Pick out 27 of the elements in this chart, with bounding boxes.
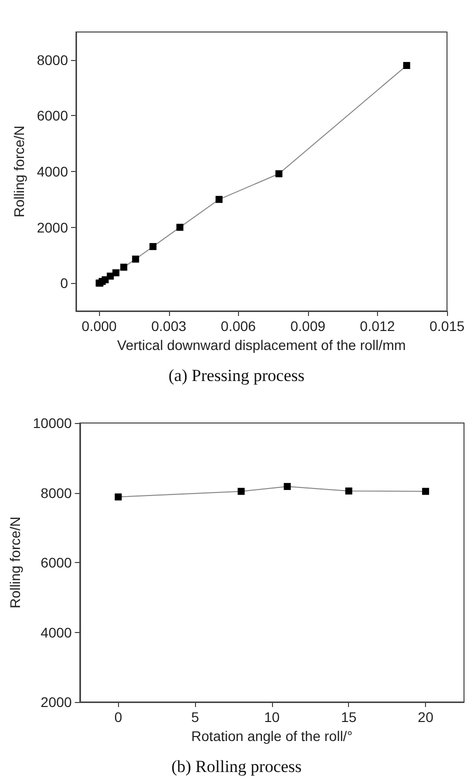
y-tick-label: 0 <box>60 275 68 292</box>
x-tick-label: 10 <box>264 709 280 725</box>
y-tick-label: 2000 <box>36 219 68 236</box>
x-tick-label: 0.009 <box>290 318 326 334</box>
x-tick-label: 0.015 <box>429 318 465 334</box>
y-tick-label: 8000 <box>36 52 68 68</box>
y-tick-label: 4000 <box>40 624 72 640</box>
y-tick-label: 6000 <box>40 554 72 570</box>
x-tick-label: 15 <box>340 709 357 725</box>
y-tick-label: 4000 <box>36 164 68 180</box>
y-tick-label: 6000 <box>36 108 68 124</box>
x-tick-label: 0.000 <box>82 318 117 334</box>
x-tick-label: 5 <box>191 709 200 725</box>
y-tick-label: 2000 <box>40 694 72 710</box>
x-axis-title: Vertical downward displacement of the roll/mm <box>117 336 406 353</box>
x-tick-label: 0.006 <box>220 318 256 334</box>
y-tick-label: 8000 <box>40 484 72 501</box>
y-tick-label: 10000 <box>32 415 72 431</box>
y-axis-title: Rolling force/N <box>7 516 23 608</box>
text: (a) Pressing process <box>168 366 304 385</box>
x-tick-label: 20 <box>418 709 434 725</box>
x-axis-title: Rotation angle of the roll/° <box>191 728 353 744</box>
x-tick-label: 0.012 <box>360 318 396 334</box>
y-axis-title: Rolling force/N <box>10 126 27 218</box>
x-tick-label: 0.003 <box>151 318 186 334</box>
text: (b) Rolling process <box>171 757 302 776</box>
x-tick-label: 0 <box>114 709 122 725</box>
